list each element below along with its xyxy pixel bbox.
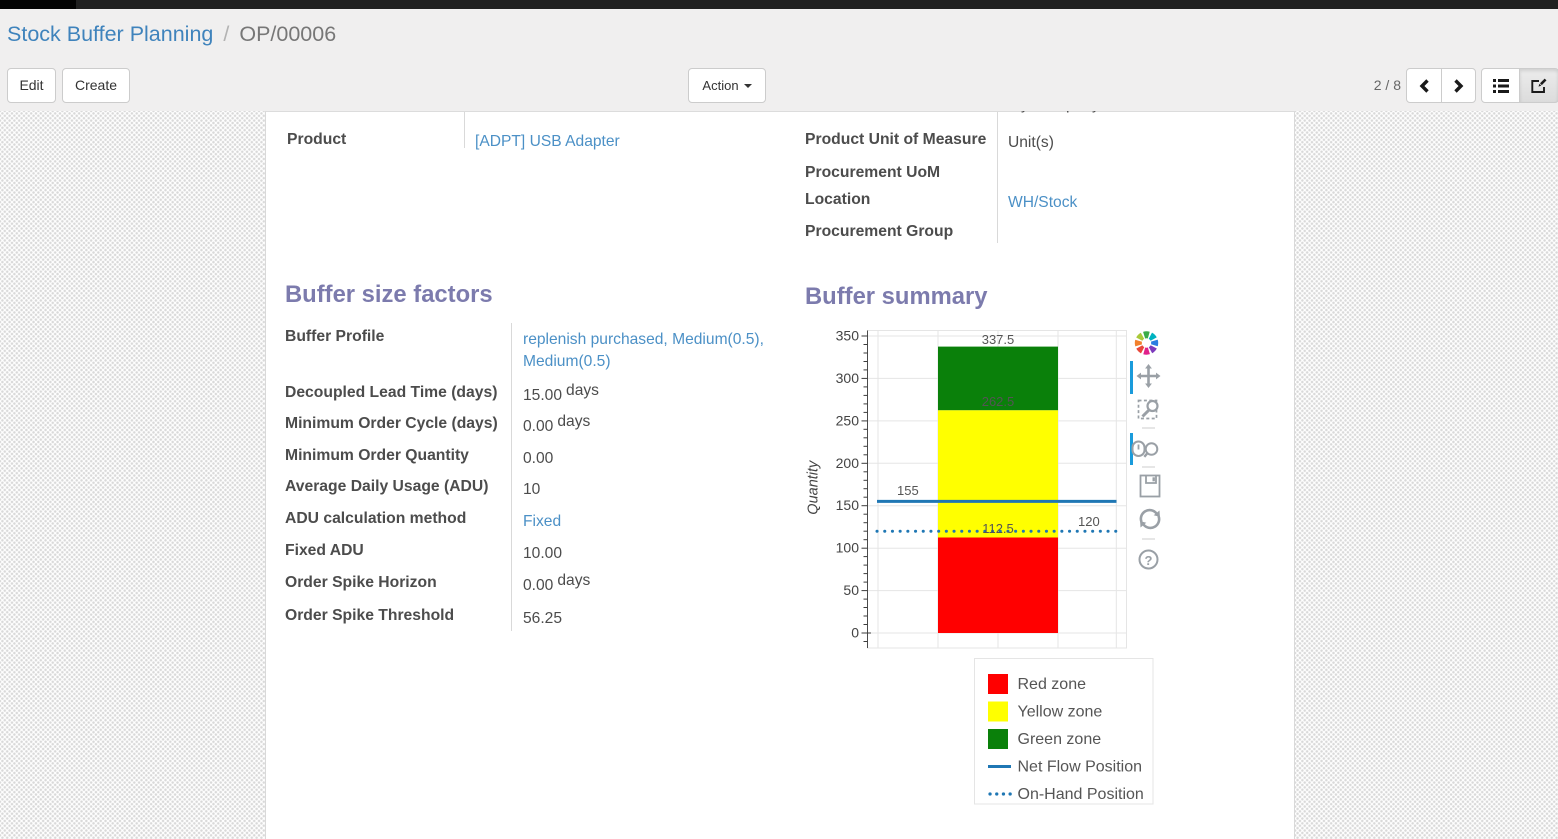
svg-text:300: 300: [836, 370, 860, 386]
svg-text:100: 100: [836, 540, 860, 556]
svg-text:Net Flow Position: Net Flow Position: [1018, 759, 1143, 776]
svg-text:0: 0: [851, 625, 859, 641]
svg-text:337.5: 337.5: [982, 332, 1015, 347]
svg-text:On-Hand Position: On-Hand Position: [1018, 786, 1144, 803]
svg-text:112.5: 112.5: [982, 521, 1014, 536]
svg-text:350: 350: [836, 328, 860, 344]
svg-text:155: 155: [897, 483, 919, 498]
svg-text:200: 200: [836, 455, 860, 471]
svg-text:Red zone: Red zone: [1018, 676, 1087, 693]
svg-text:250: 250: [836, 412, 860, 428]
svg-text:Green zone: Green zone: [1018, 731, 1102, 748]
svg-text:?: ?: [1145, 553, 1153, 568]
svg-text:Yellow zone: Yellow zone: [1018, 704, 1103, 721]
svg-text:50: 50: [843, 582, 859, 598]
svg-text:Quantity: Quantity: [806, 460, 822, 515]
svg-text:262.5: 262.5: [982, 394, 1015, 409]
svg-text:120: 120: [1078, 514, 1100, 529]
svg-text:150: 150: [836, 497, 860, 513]
